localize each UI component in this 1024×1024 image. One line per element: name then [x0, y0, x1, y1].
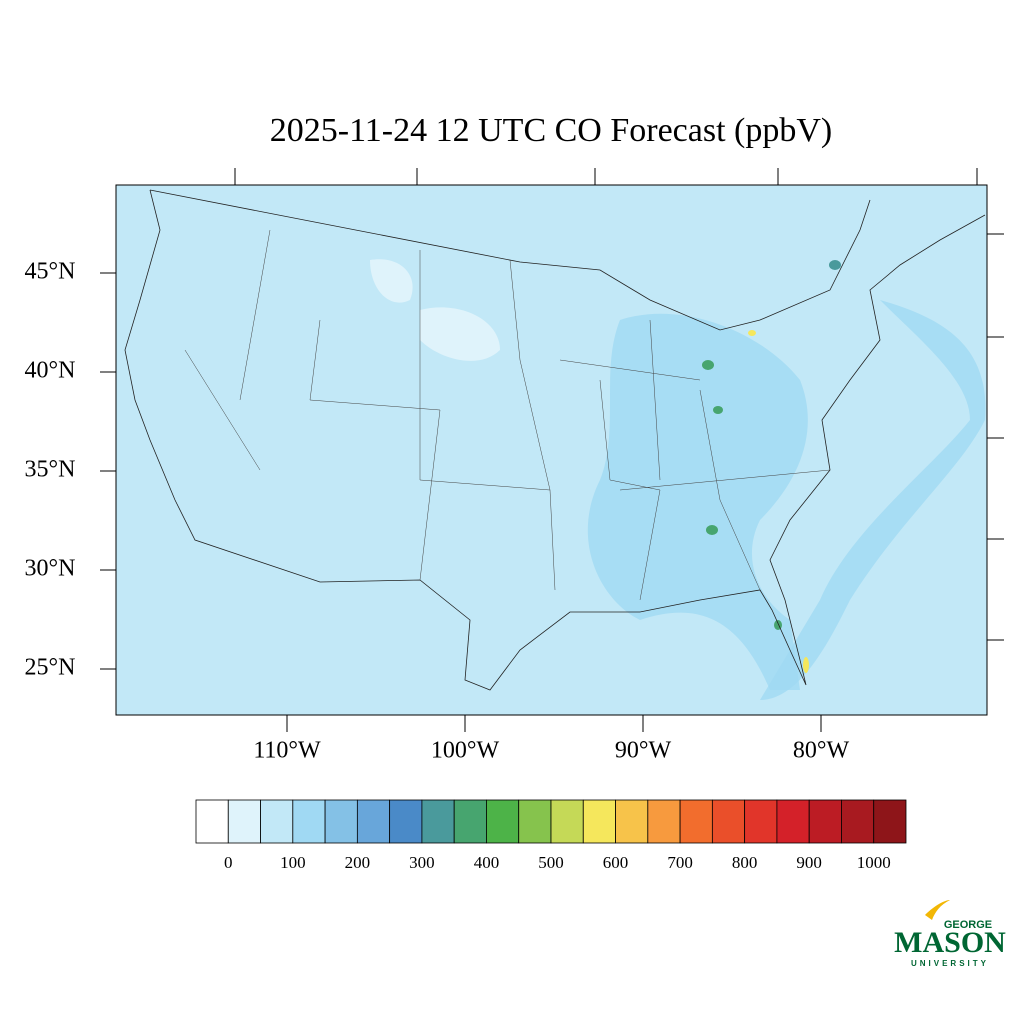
colorbar-box [776, 799, 810, 844]
colorbar-box [356, 799, 391, 844]
colorbar-box [744, 799, 778, 844]
logo-line3: UNIVERSITY [911, 959, 989, 968]
lat-label: 30°N [25, 556, 76, 582]
low-area [370, 259, 413, 303]
colorbar-box [841, 799, 875, 844]
colorbar-box [873, 799, 907, 844]
colorbar-box [292, 799, 326, 844]
colorbar-label: 500 [538, 853, 564, 872]
colorbar-box [195, 799, 229, 844]
low-area [420, 307, 500, 361]
colorbar-box [453, 799, 487, 844]
hotspot [702, 360, 714, 370]
colorbar-box [421, 799, 455, 844]
colorbar-label: 900 [796, 853, 822, 872]
colorbar-label: 600 [603, 853, 629, 872]
colorbar-box [518, 799, 552, 844]
colorbar-label: 300 [409, 853, 435, 872]
colorbar-label: 200 [345, 853, 371, 872]
colorbar-box [550, 799, 584, 844]
lon-label: 80°W [793, 738, 850, 764]
coastline [124, 189, 986, 691]
colorbar-box [647, 799, 681, 844]
hotspot [774, 620, 782, 630]
colorbar-box [808, 799, 842, 844]
colorbar-box [260, 799, 294, 844]
state-borders [184, 229, 831, 601]
colorbar-box [615, 799, 649, 844]
colorbar-box [389, 799, 423, 844]
colorbar-label: 100 [280, 853, 306, 872]
lon-label: 100°W [431, 738, 500, 764]
lat-label: 25°N [25, 655, 76, 681]
colorbar-box [227, 799, 261, 844]
logo-line1: GEORGE [944, 919, 992, 931]
colorbar-label: 400 [474, 853, 500, 872]
concentration-field [370, 259, 986, 700]
axes: 45°N 40°N 35°N 30°N 25°N 110°W 100°W 90°W 80°W [25, 259, 850, 764]
frame-tick [234, 168, 1004, 641]
colorbar-box [486, 799, 520, 844]
map: 45°N 40°N 35°N 30°N 25°N 110°W 100°W 90°W 80°W [25, 168, 1004, 764]
lon-label: 110°W [253, 738, 321, 764]
colorbar-box [324, 799, 358, 844]
lat-label: 40°N [25, 358, 76, 384]
hotspot [748, 330, 756, 336]
hotspot [713, 406, 723, 414]
lat-label: 35°N [25, 457, 76, 483]
lon-label: 90°W [615, 738, 672, 764]
hotspot [829, 260, 841, 270]
logo-flame [925, 900, 950, 920]
colorbar-box [582, 799, 616, 844]
logo-line2: MASON [894, 926, 1006, 959]
hotspot [803, 657, 809, 673]
colorbar-label: 1000 [857, 853, 891, 872]
colorbar-label: 0 [224, 853, 233, 872]
east-region [587, 313, 808, 690]
logo: GEORGE MASON UNIVERSITY [894, 900, 1006, 968]
colorbar-box [679, 799, 713, 844]
colorbar-box [711, 799, 746, 844]
colorbar-label: 700 [667, 853, 693, 872]
colorbar: 0 100 200 300 400 500 600 700 800 900 1000 [195, 799, 907, 872]
hotspot [706, 525, 718, 535]
colorbar-label: 800 [732, 853, 758, 872]
lat-label: 45°N [25, 259, 76, 285]
title: 2025-11-24 12 UTC CO Forecast (ppbV) [270, 112, 833, 149]
map-frame [115, 184, 988, 716]
frame-ticks [234, 168, 1004, 641]
